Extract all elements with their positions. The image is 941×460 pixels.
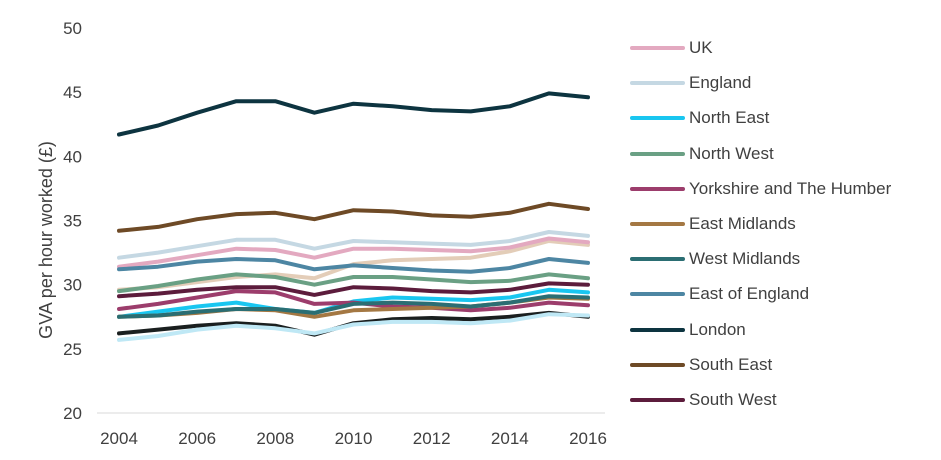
x-tick-label: 2004 <box>100 429 138 448</box>
series-line-east-of-england <box>117 257 590 274</box>
legend-label: South East <box>689 354 773 374</box>
legend-swatch <box>630 398 685 402</box>
y-axis-label: GVA per hour worked (£) <box>36 141 56 339</box>
x-tick-label: 2012 <box>413 429 451 448</box>
y-tick-label: 40 <box>63 147 82 166</box>
legend-label: Yorkshire and The Humber <box>689 178 892 198</box>
series-line-unlabelled-13 <box>117 312 590 342</box>
legend-item: East Midlands <box>630 214 796 234</box>
legend-item: Yorkshire and The Humber <box>630 179 891 199</box>
y-tick-label: 45 <box>63 83 82 102</box>
legend-label: East of England <box>689 284 810 304</box>
y-tick-label: 30 <box>63 276 82 295</box>
series-line-england <box>117 230 590 260</box>
x-tick-label: 2014 <box>491 429 529 448</box>
legend-item: UK <box>630 38 713 58</box>
legend-swatch <box>630 257 685 262</box>
x-tick-label: 2006 <box>178 429 216 448</box>
legend-swatch <box>630 116 685 121</box>
legend-swatch <box>630 222 685 226</box>
x-axis-ticks: 2004 2006 2008 2010 2012 2014 2016 <box>100 429 607 448</box>
y-tick-label: 35 <box>63 212 82 231</box>
legend-item: North West <box>630 144 774 164</box>
x-tick-label: 2016 <box>569 429 607 448</box>
y-tick-label: 50 <box>63 19 82 38</box>
legend-label: South West <box>689 390 777 409</box>
legend-swatch <box>630 46 685 50</box>
legend-label: North East <box>689 108 770 128</box>
series-line-south-east <box>117 201 590 233</box>
legend-item: West Midlands <box>630 249 800 269</box>
series-line-london <box>117 91 590 137</box>
legend-label: North West <box>689 143 774 163</box>
legend-item: East of England <box>630 284 809 304</box>
y-axis-ticks: 20 25 30 35 40 45 50 <box>63 19 82 423</box>
legend-item: South West <box>630 390 777 410</box>
series-lines <box>117 91 590 342</box>
legend-swatch <box>630 81 685 86</box>
legend-label: East Midlands <box>689 214 796 233</box>
x-tick-label: 2010 <box>335 429 373 448</box>
legend-swatch <box>630 186 685 191</box>
legend-swatch <box>630 292 685 297</box>
legend-label: England <box>689 73 752 93</box>
series-line-uk <box>117 236 590 269</box>
legend-label: West Midlands <box>689 249 801 269</box>
series-line-west-midlands <box>117 294 590 319</box>
series-line-south-west <box>117 281 590 299</box>
y-tick-label: 25 <box>63 340 82 359</box>
legend-item: South East <box>630 355 772 375</box>
legend-swatch <box>630 362 685 367</box>
legend-swatch <box>630 151 685 156</box>
legend-item: England <box>630 73 751 93</box>
legend-item: North East <box>630 108 769 128</box>
legend-swatch <box>630 327 685 332</box>
legend-label: UK <box>689 38 713 57</box>
y-tick-label: 20 <box>63 404 82 423</box>
legend-item: London <box>630 320 746 340</box>
x-tick-label: 2008 <box>256 429 294 448</box>
series-line-north-west <box>117 272 590 294</box>
legend-label: London <box>689 319 746 339</box>
